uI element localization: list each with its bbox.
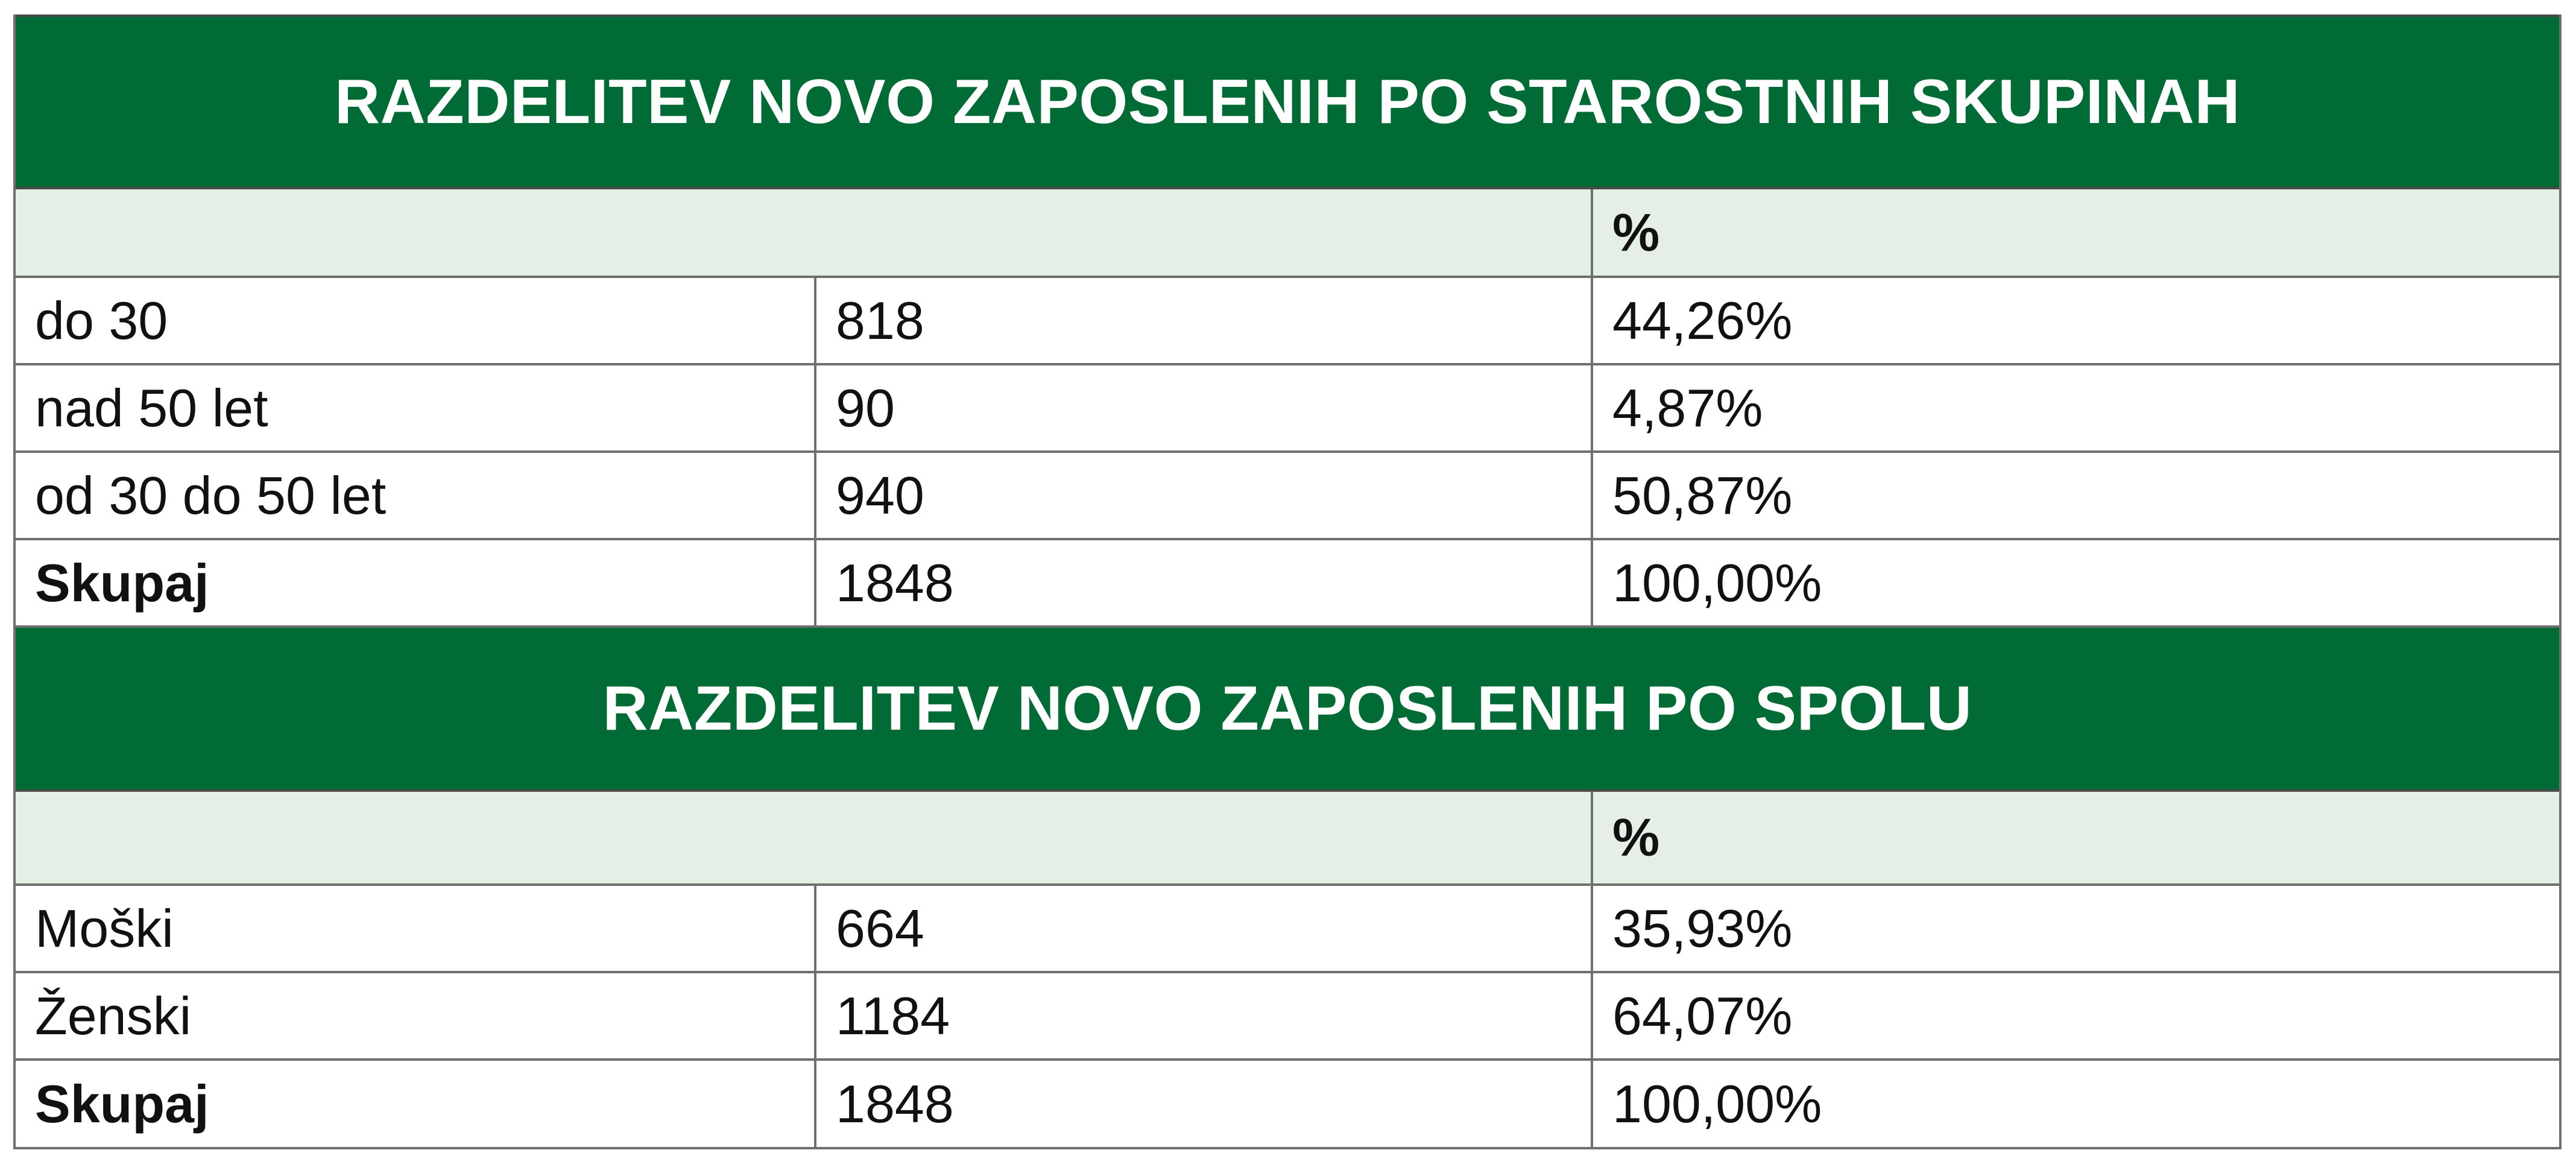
gender-percent: 64,07% xyxy=(1592,972,2559,1061)
table-row: od 30 do 50 let 940 50,87% xyxy=(16,452,2559,540)
age-total-label: Skupaj xyxy=(16,539,816,628)
table-row: do 30 818 44,26% xyxy=(16,277,2559,365)
table-row: nad 50 let 90 4,87% xyxy=(16,364,2559,453)
age-group-count: 90 xyxy=(815,364,1593,453)
gender-total-label: Skupaj xyxy=(16,1060,816,1147)
age-group-percent: 44,26% xyxy=(1592,277,2559,365)
age-total-row: Skupaj 1848 100,00% xyxy=(16,539,2559,628)
gender-header-label-cell xyxy=(16,792,1593,886)
age-group-label: do 30 xyxy=(16,277,816,365)
age-total-percent: 100,00% xyxy=(1592,539,2559,628)
age-section-title: RAZDELITEV NOVO ZAPOSLENIH PO STAROSTNIH… xyxy=(16,14,2559,189)
age-group-percent: 4,87% xyxy=(1592,364,2559,453)
gender-percent: 35,93% xyxy=(1592,885,2559,973)
age-total-count: 1848 xyxy=(815,539,1593,628)
age-table-header-row: % xyxy=(16,189,2559,278)
age-distribution-table: % do 30 818 44,26% nad 50 let 90 4,87% o… xyxy=(16,189,2559,628)
age-group-percent: 50,87% xyxy=(1592,452,2559,540)
table-row: Moški 664 35,93% xyxy=(16,885,2559,973)
gender-distribution-table: % Moški 664 35,93% Ženski 1184 64,07% Sk… xyxy=(16,792,2559,1147)
age-group-count: 940 xyxy=(815,452,1593,540)
age-group-label: od 30 do 50 let xyxy=(16,452,816,540)
gender-section-title: RAZDELITEV NOVO ZAPOSLENIH PO SPOLU xyxy=(16,628,2559,792)
gender-total-count: 1848 xyxy=(815,1060,1593,1147)
gender-total-row: Skupaj 1848 100,00% xyxy=(16,1060,2559,1147)
age-header-label-cell xyxy=(16,189,1593,278)
gender-header-percent-cell: % xyxy=(1592,792,2559,886)
gender-total-percent: 100,00% xyxy=(1592,1060,2559,1147)
age-group-count: 818 xyxy=(815,277,1593,365)
employment-tables: RAZDELITEV NOVO ZAPOSLENIH PO STAROSTNIH… xyxy=(13,14,2562,1149)
gender-label: Ženski xyxy=(16,972,816,1061)
gender-count: 1184 xyxy=(815,972,1593,1061)
age-header-percent-cell: % xyxy=(1592,189,2559,278)
table-row: Ženski 1184 64,07% xyxy=(16,972,2559,1061)
gender-label: Moški xyxy=(16,885,816,973)
gender-table-header-row: % xyxy=(16,792,2559,886)
age-group-label: nad 50 let xyxy=(16,364,816,453)
gender-count: 664 xyxy=(815,885,1593,973)
